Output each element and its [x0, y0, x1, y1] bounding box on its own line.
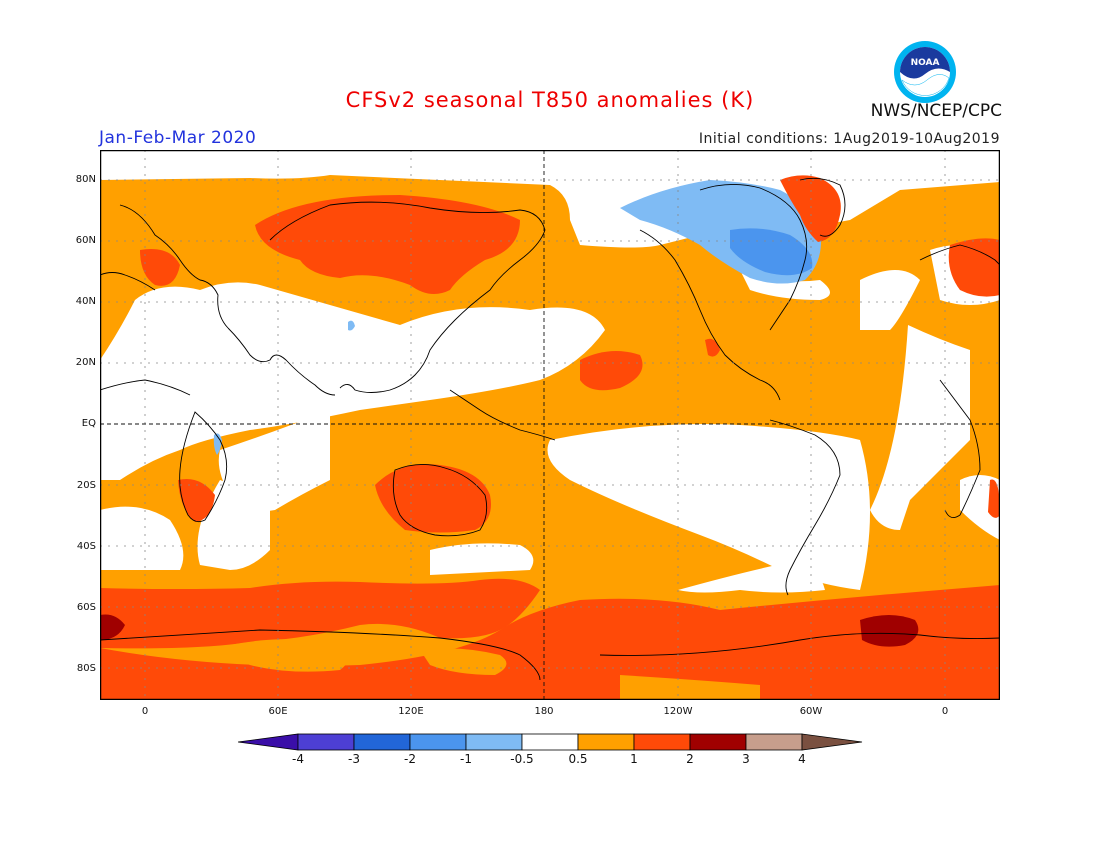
- warm-dark-regions: [100, 614, 919, 647]
- noaa-logo: NOAA: [894, 41, 956, 103]
- lon-label-120e: 120E: [398, 706, 424, 717]
- lat-label-20n: 20N: [75, 357, 96, 368]
- colorbar-segment: [521, 733, 579, 751]
- lat-label-80n: 80N: [75, 174, 96, 185]
- lon-label-120w: 120W: [663, 706, 693, 717]
- colorbar-tick-label: 2: [686, 752, 694, 766]
- lon-label-60e: 60E: [268, 706, 288, 717]
- lat-label-80s: 80S: [76, 663, 96, 674]
- colorbar-tick-label: -1: [460, 752, 472, 766]
- colorbar-arrow-low: [238, 733, 299, 751]
- colorbar-tick-label: 3: [742, 752, 750, 766]
- warm-mid-regions: [100, 175, 1000, 700]
- initial-conditions: Initial conditions: 1Aug2019-10Aug2019: [698, 131, 1000, 147]
- lat-label-40s: 40S: [76, 541, 96, 552]
- colorbar-tick-label: -3: [348, 752, 360, 766]
- colorbar-segment: [745, 733, 803, 751]
- lon-label-0-west: 0: [141, 706, 149, 717]
- cool-anomaly-spot-2: [348, 320, 355, 331]
- map-frame: [100, 150, 1000, 700]
- lon-label-0-east: 0: [941, 706, 949, 717]
- cool-anomaly-mid: [730, 228, 813, 276]
- colorbar-tick-label: -4: [292, 752, 304, 766]
- graticule: [100, 150, 1000, 700]
- colorbar-segment: [353, 733, 411, 751]
- lon-label-60w: 60W: [799, 706, 823, 717]
- lat-label-60s: 60S: [76, 602, 96, 613]
- colorbar-segment: [577, 733, 635, 751]
- colorbar-tick-label: 0.5: [568, 752, 588, 766]
- colorbar-tick-label: 1: [630, 752, 638, 766]
- svg-text:NOAA: NOAA: [911, 58, 940, 68]
- chart-title: CFSv2 seasonal T850 anomalies (K): [345, 88, 755, 112]
- lon-label-180: 180: [534, 706, 554, 717]
- anomaly-map: [100, 150, 1000, 700]
- colorbar-tick-label: 4: [798, 752, 806, 766]
- colorbar-arrow-high: [801, 733, 863, 751]
- lat-label-eq: EQ: [81, 418, 96, 429]
- colorbar-tick-label: -0.5: [510, 752, 534, 766]
- forecast-period: Jan-Feb-Mar 2020: [99, 128, 257, 148]
- colorbar-segment: [465, 733, 523, 751]
- lat-label-40n: 40N: [75, 296, 96, 307]
- colorbar-segment: [689, 733, 747, 751]
- agency-label: NWS/NCEP/CPC: [870, 101, 1002, 121]
- colorbar: [238, 733, 863, 751]
- equator-dateline: [100, 150, 1000, 700]
- lat-label-20s: 20S: [76, 480, 96, 491]
- cool-anomaly-spot: [213, 433, 222, 455]
- colorbar-segment: [409, 733, 467, 751]
- lat-label-60n: 60N: [75, 235, 96, 246]
- colorbar-segment: [297, 733, 355, 751]
- colorbar-segment: [633, 733, 691, 751]
- colorbar-tick-label: -2: [404, 752, 416, 766]
